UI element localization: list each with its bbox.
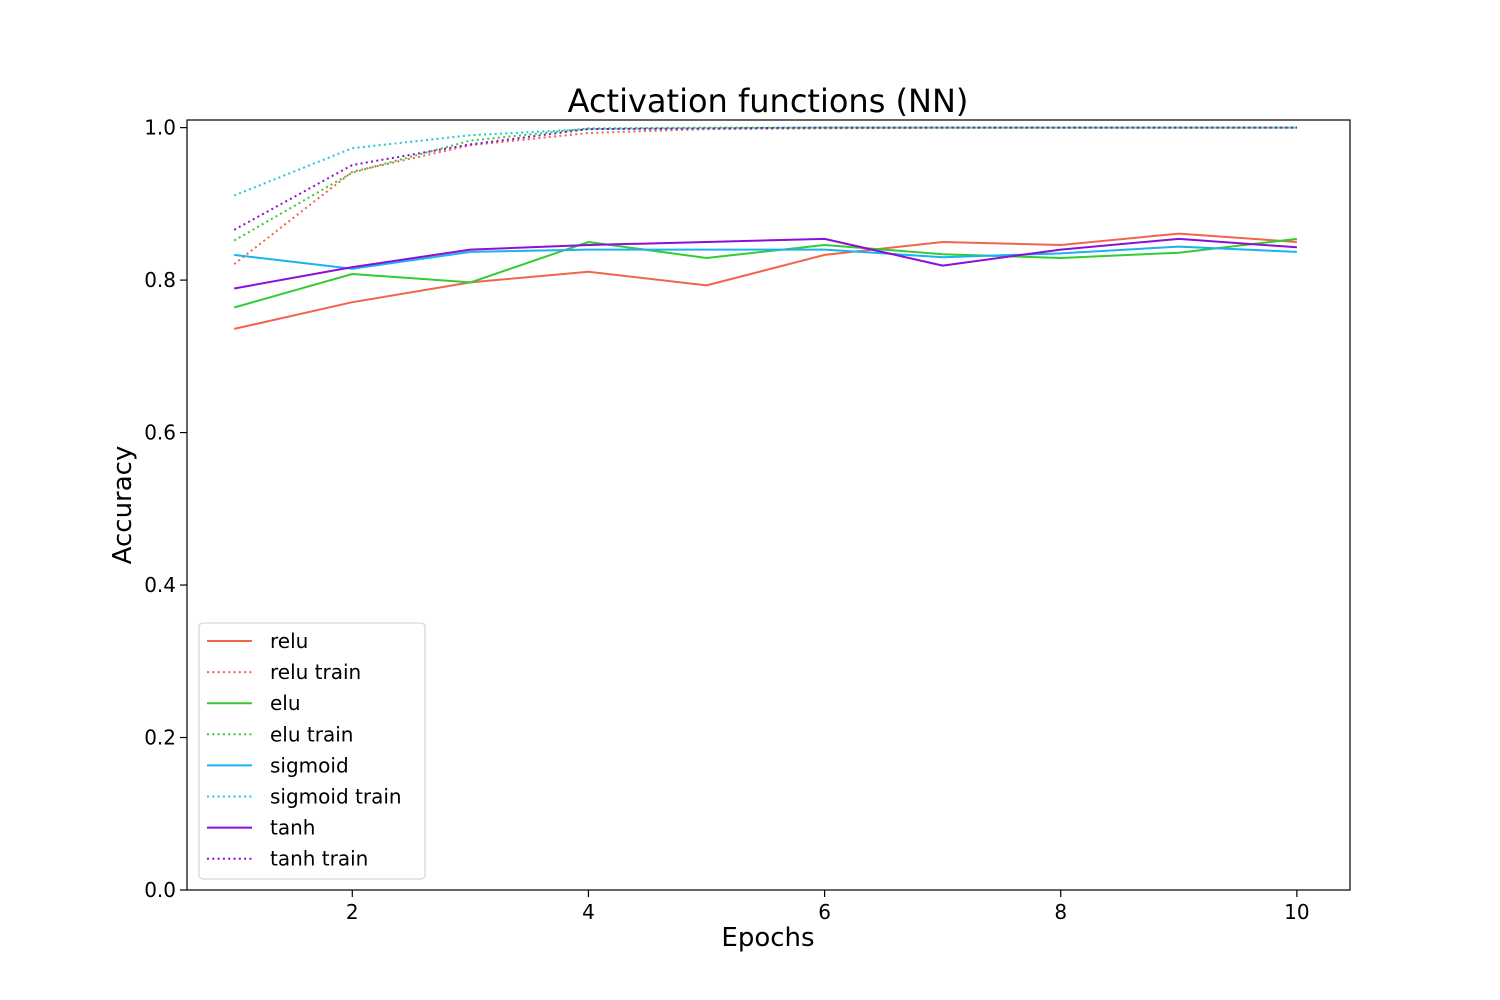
legend-label: elu train [270, 722, 353, 746]
series-line-elu [233, 237, 1298, 309]
legend-items: relu relu train elu elu train sigmoid sigmoid… [207, 629, 402, 871]
legend-label: relu train [270, 660, 361, 684]
x-axis-title: Epochs [721, 923, 814, 953]
legend-entry: elu [207, 691, 301, 715]
legend-label: sigmoid train [270, 785, 402, 809]
legend-entry: elu train [207, 722, 353, 746]
legend-label: tanh train [270, 847, 368, 871]
legend-frame [198, 622, 426, 880]
series-line-relu [233, 232, 1297, 330]
legend-entry: tanh train [207, 847, 368, 871]
series-line-sigmoid-train [233, 126, 1297, 197]
y-tick-label: 0.6 [144, 421, 176, 445]
y-axis: 0.0 0.2 0.4 0.6 0.8 1.0 [144, 116, 187, 902]
legend-entry: sigmoid train [207, 785, 402, 809]
y-tick-label: 0.4 [144, 573, 176, 597]
legend-entry: relu [207, 629, 308, 653]
legend-label: tanh [270, 816, 315, 840]
y-axis-title: Accuracy [108, 446, 138, 565]
legend-entry: sigmoid [207, 753, 349, 777]
chart-title: Activation functions (NN) [568, 82, 969, 120]
x-tick-label: 2 [346, 900, 359, 924]
x-tick-label: 8 [1054, 900, 1067, 924]
y-tick-label: 0.8 [144, 268, 176, 292]
series-layer [233, 126, 1298, 330]
x-tick-label: 6 [818, 900, 831, 924]
legend-label: sigmoid [270, 753, 349, 777]
legend: relu relu train elu elu train sigmoid sigmoid… [198, 622, 426, 880]
series-line-elu-train [233, 126, 1297, 242]
x-tick-label: 4 [582, 900, 595, 924]
legend-entry: tanh [207, 816, 315, 840]
series-line-tanh [234, 237, 1297, 290]
legend-label: relu [270, 629, 308, 653]
legend-entry: relu train [207, 660, 361, 684]
series-line-sigmoid [234, 245, 1297, 270]
y-tick-label: 0.2 [144, 726, 176, 750]
y-tick-label: 0.0 [144, 878, 176, 902]
y-tick-label: 1.0 [144, 116, 176, 140]
x-axis: 2 4 6 8 10 [346, 890, 1310, 924]
x-tick-label: 10 [1284, 900, 1309, 924]
legend-label: elu [270, 691, 301, 715]
